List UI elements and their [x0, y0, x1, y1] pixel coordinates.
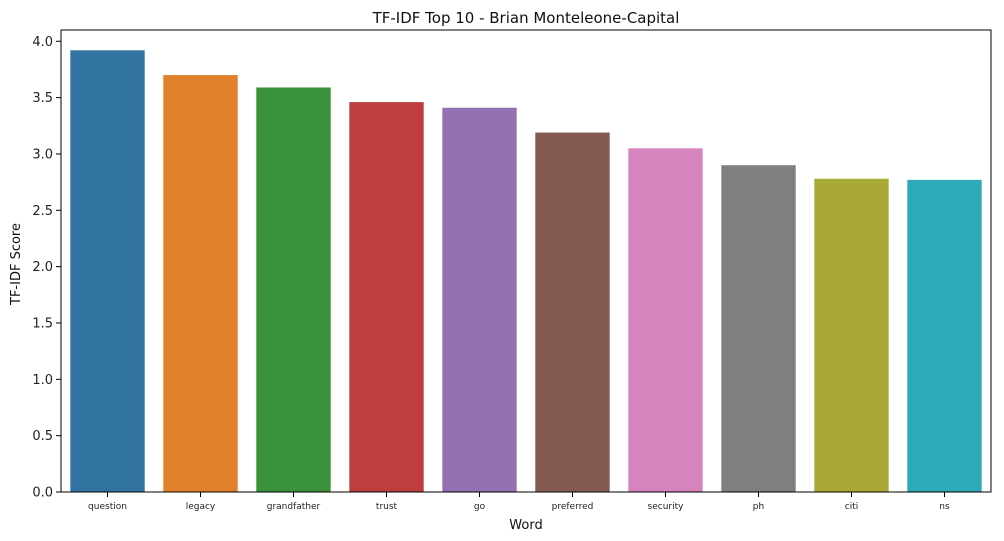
y-tick-label: 3.0	[32, 147, 53, 162]
bars-group	[70, 50, 982, 493]
x-tick-label: ns	[939, 502, 950, 512]
plot-frame	[60, 29, 992, 493]
y-tick-label: 0.0	[32, 486, 53, 501]
y-axis: 0.0 0.5 1.0 1.5 2.0 2.5 3.0 3.5 4.0	[32, 35, 61, 501]
x-tick-label: ph	[753, 502, 764, 512]
y-tick-label: 2.5	[32, 204, 53, 219]
y-tick-label: 4.0	[32, 35, 53, 50]
x-axis-title: Word	[509, 518, 542, 533]
y-tick-label: 1.0	[32, 373, 53, 388]
y-tick-label: 3.5	[32, 91, 53, 106]
bar-legacy	[163, 75, 238, 492]
bar-grandfather	[256, 87, 331, 492]
bar-ph	[721, 165, 796, 492]
x-tick-label: citi	[845, 502, 858, 512]
x-tick-label: trust	[376, 502, 398, 512]
y-tick-label: 1.5	[32, 316, 53, 331]
x-tick-label: grandfather	[267, 502, 321, 512]
bar-security	[628, 148, 703, 492]
y-tick-label: 2.0	[32, 260, 53, 275]
x-tick-label: go	[474, 502, 486, 512]
x-axis: question legacy grandfather trust go preferre…	[88, 492, 950, 512]
chart-title: TF-IDF Top 10 - Brian Monteleone-Capital	[372, 9, 680, 27]
y-axis-title: TF-IDF Score	[9, 223, 24, 306]
x-tick-label: preferred	[552, 502, 594, 512]
bar-citi	[814, 178, 889, 493]
x-tick-label: security	[648, 502, 685, 512]
x-tick-label: legacy	[186, 502, 216, 512]
bar-go	[442, 107, 517, 492]
x-tick-label: question	[88, 502, 127, 512]
y-tick-label: 0.5	[32, 429, 53, 444]
bar-question	[70, 50, 145, 492]
bar-ns	[907, 179, 982, 492]
bar-preferred	[535, 132, 610, 493]
bar-trust	[349, 102, 424, 493]
